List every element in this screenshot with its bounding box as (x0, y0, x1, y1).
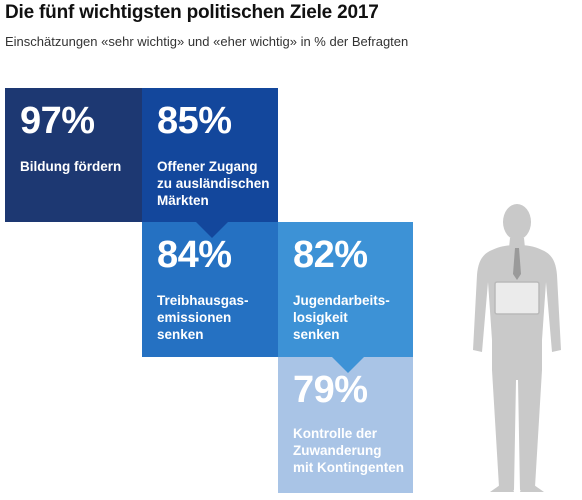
goal-label-line: emissionen (157, 310, 232, 325)
goal-percent: 84% (157, 234, 232, 276)
chart-subtitle: Einschätzungen «sehr wichtig» und «eher … (5, 34, 409, 49)
goal-label-line: losigkeit (293, 310, 348, 325)
goal-label-line: zu ausländischen (157, 176, 270, 191)
goal-label-line: senken (157, 327, 204, 342)
goal-label-line: mit Kontingenten (293, 460, 404, 475)
goal-box-jugendarbeitslosigkeit: 82% Jugendarbeits- losigkeit senken (278, 222, 413, 357)
goal-box-treibhausgas: 84% Treibhausgas- emissionen senken (142, 222, 278, 357)
goal-label-line: Treibhausgas- (157, 293, 249, 308)
goal-label-line: Offener Zugang (157, 159, 258, 174)
goal-box-zuwanderung: 79% Kontrolle der Zuwanderung mit Kontin… (278, 357, 413, 493)
goal-percent: 97% (20, 100, 95, 142)
tie-icon (513, 248, 521, 280)
goal-label: Bildung fördern (20, 158, 142, 175)
goal-label: Offener Zugang zu ausländischen Märkten (157, 158, 279, 209)
goal-label-line: Märkten (157, 193, 209, 208)
goal-label-line: Jugendarbeits- (293, 293, 390, 308)
chart-title: Die fünf wichtigsten politischen Ziele 2… (5, 2, 379, 23)
goal-label-line: Kontrolle der (293, 426, 378, 441)
goal-label: Kontrolle der Zuwanderung mit Kontingent… (293, 425, 415, 476)
person-icon (473, 204, 561, 492)
goal-box-marktzugang: 85% Offener Zugang zu ausländischen Märk… (142, 88, 278, 222)
businessman-silhouette (473, 204, 561, 492)
goal-percent: 79% (293, 369, 368, 411)
goal-label-line: senken (293, 327, 340, 342)
goal-label: Jugendarbeits- losigkeit senken (293, 292, 415, 343)
goal-label: Treibhausgas- emissionen senken (157, 292, 279, 343)
goal-label-line: Bildung fördern (20, 159, 122, 174)
goal-label-line: Zuwanderung (293, 443, 382, 458)
clipboard-icon (494, 281, 540, 315)
goal-percent: 85% (157, 100, 232, 142)
goal-percent: 82% (293, 234, 368, 276)
goal-box-bildung: 97% Bildung fördern (5, 88, 142, 222)
